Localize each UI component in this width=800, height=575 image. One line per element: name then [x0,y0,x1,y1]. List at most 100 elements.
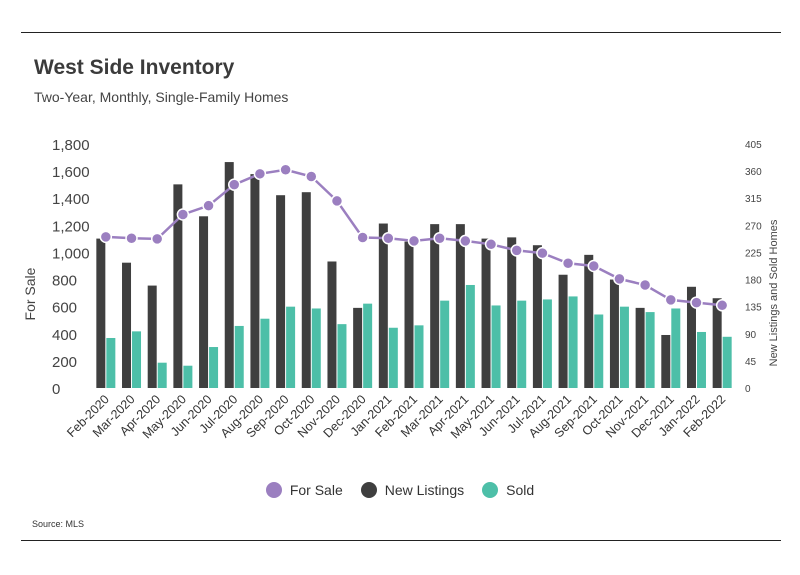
point-for-sale [690,296,703,309]
bar-new-listings [558,274,568,388]
bar-new-listings [122,262,132,388]
point-for-sale [459,234,472,248]
top-rule [21,32,781,33]
legend-item-for-sale: For Sale [265,482,343,498]
legend-label-for-sale: For Sale [289,482,343,498]
bar-sold [106,337,116,388]
bar-sold [671,308,681,388]
legend: For Sale New Listings Sold [0,482,800,498]
point-for-sale [99,230,113,244]
point-for-sale [227,178,241,191]
point-for-sale [176,208,190,221]
bar-sold [234,325,244,388]
bar-new-listings [276,195,286,388]
bar-sold [542,299,552,388]
y-tick-label-right: 405 [745,140,762,151]
point-for-sale [587,259,601,273]
legend-item-new-listings: New Listings [360,482,464,498]
bar-sold [645,312,655,388]
y-tick-label-left: 1,200 [52,218,90,235]
bar-new-listings [353,307,363,388]
point-for-sale [536,246,549,260]
legend-swatch-new-listings [360,482,377,498]
bar-new-listings [584,254,594,388]
bar-sold [132,331,142,388]
bar-sold [260,318,270,388]
bar-sold [594,314,604,388]
y-tick-label-right: 45 [745,357,757,368]
bar-new-listings [455,224,465,388]
bar-sold [157,362,167,388]
y-tick-label-left: 1,400 [52,191,90,208]
y-tick-label-left: 1,600 [52,164,90,181]
bar-sold [568,296,578,388]
bar-sold [491,305,501,388]
point-for-sale [613,272,626,286]
bar-new-listings [96,238,106,388]
legend-label-sold: Sold [506,482,535,498]
bar-new-listings [609,279,619,388]
legend-item-sold: Sold [482,482,534,498]
point-for-sale [150,232,164,246]
point-for-sale [664,293,678,307]
bar-new-listings [532,245,542,388]
point-for-sale [279,163,292,177]
point-for-sale [356,231,369,244]
bar-new-listings [378,223,388,388]
y-tick-label-right: 360 [745,167,762,178]
y-tick-label-left: 400 [52,327,77,344]
y-tick-label-left: 1,800 [52,137,90,154]
bar-sold [363,303,373,388]
bar-new-listings [661,334,671,388]
y-tick-label-left: 600 [52,300,77,317]
point-for-sale [510,244,523,257]
bar-sold [286,306,296,388]
bar-sold [722,336,732,388]
bar-new-listings [147,285,157,388]
bar-new-listings [327,261,337,388]
chart-title: West Side Inventory [34,56,235,79]
point-for-sale [305,170,318,183]
bar-sold [337,324,347,388]
point-for-sale [484,238,498,251]
point-for-sale [253,167,267,181]
point-for-sale [561,257,575,270]
point-for-sale [407,234,421,248]
bar-new-listings [404,241,414,388]
point-for-sale [715,299,729,312]
bar-sold [209,347,219,388]
y-axis-label-left: For Sale [22,267,38,320]
y-axis-label-right: New Listings and Sold Homes [768,219,780,366]
bar-new-listings [430,224,440,388]
y-tick-label-right: 0 [745,384,751,395]
bar-new-listings [481,238,491,388]
bar-sold [696,331,706,388]
y-tick-label-left: 0 [52,381,60,398]
legend-swatch-for-sale [265,482,282,498]
bar-new-listings [507,237,517,388]
bar-sold [517,300,527,388]
point-for-sale [638,278,652,292]
bar-sold [388,327,398,388]
point-for-sale [125,231,138,245]
source-note: Source: MLS [32,519,85,529]
bar-sold [440,300,450,388]
bar-new-listings [199,216,209,388]
point-for-sale [382,231,395,245]
bar-sold [311,308,321,388]
bar-new-listings [686,286,696,388]
bar-new-listings [712,298,722,388]
bar-sold [619,306,629,388]
legend-swatch-sold [482,482,499,498]
bar-new-listings [224,162,234,388]
y-tick-label-right: 315 [745,194,762,205]
bar-new-listings [173,184,183,388]
point-for-sale [330,194,344,208]
bar-sold [465,284,475,388]
bar-new-listings [250,174,260,388]
bar-new-listings [635,307,645,388]
y-tick-label-right: 180 [745,276,762,287]
point-for-sale [433,231,446,245]
y-tick-label-left: 800 [52,273,77,290]
